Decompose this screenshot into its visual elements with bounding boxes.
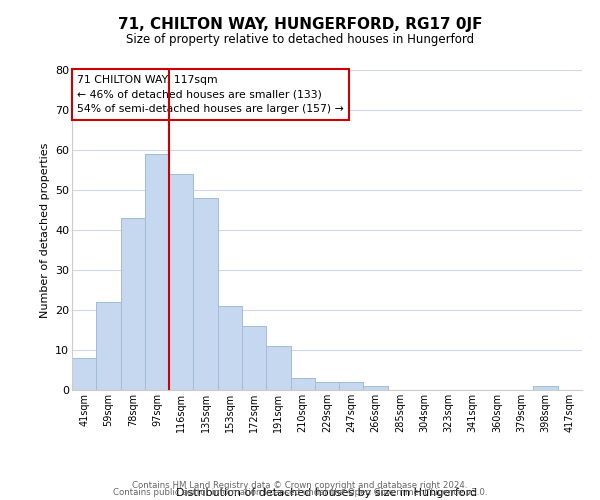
Text: 71 CHILTON WAY: 117sqm
← 46% of detached houses are smaller (133)
54% of semi-de: 71 CHILTON WAY: 117sqm ← 46% of detached… bbox=[77, 75, 344, 114]
Bar bbox=[315, 382, 339, 390]
Bar bbox=[533, 386, 558, 390]
Bar bbox=[193, 198, 218, 390]
Bar bbox=[121, 218, 145, 390]
X-axis label: Distribution of detached houses by size in Hungerford: Distribution of detached houses by size … bbox=[176, 488, 478, 498]
Text: Contains public sector information licensed under the Open Government Licence v3: Contains public sector information licen… bbox=[113, 488, 487, 497]
Bar bbox=[218, 306, 242, 390]
Text: 71, CHILTON WAY, HUNGERFORD, RG17 0JF: 71, CHILTON WAY, HUNGERFORD, RG17 0JF bbox=[118, 18, 482, 32]
Y-axis label: Number of detached properties: Number of detached properties bbox=[40, 142, 50, 318]
Bar bbox=[339, 382, 364, 390]
Text: Size of property relative to detached houses in Hungerford: Size of property relative to detached ho… bbox=[126, 32, 474, 46]
Bar bbox=[96, 302, 121, 390]
Bar bbox=[72, 358, 96, 390]
Bar bbox=[169, 174, 193, 390]
Bar bbox=[145, 154, 169, 390]
Text: Contains HM Land Registry data © Crown copyright and database right 2024.: Contains HM Land Registry data © Crown c… bbox=[132, 480, 468, 490]
Bar bbox=[242, 326, 266, 390]
Bar bbox=[266, 346, 290, 390]
Bar bbox=[290, 378, 315, 390]
Bar bbox=[364, 386, 388, 390]
